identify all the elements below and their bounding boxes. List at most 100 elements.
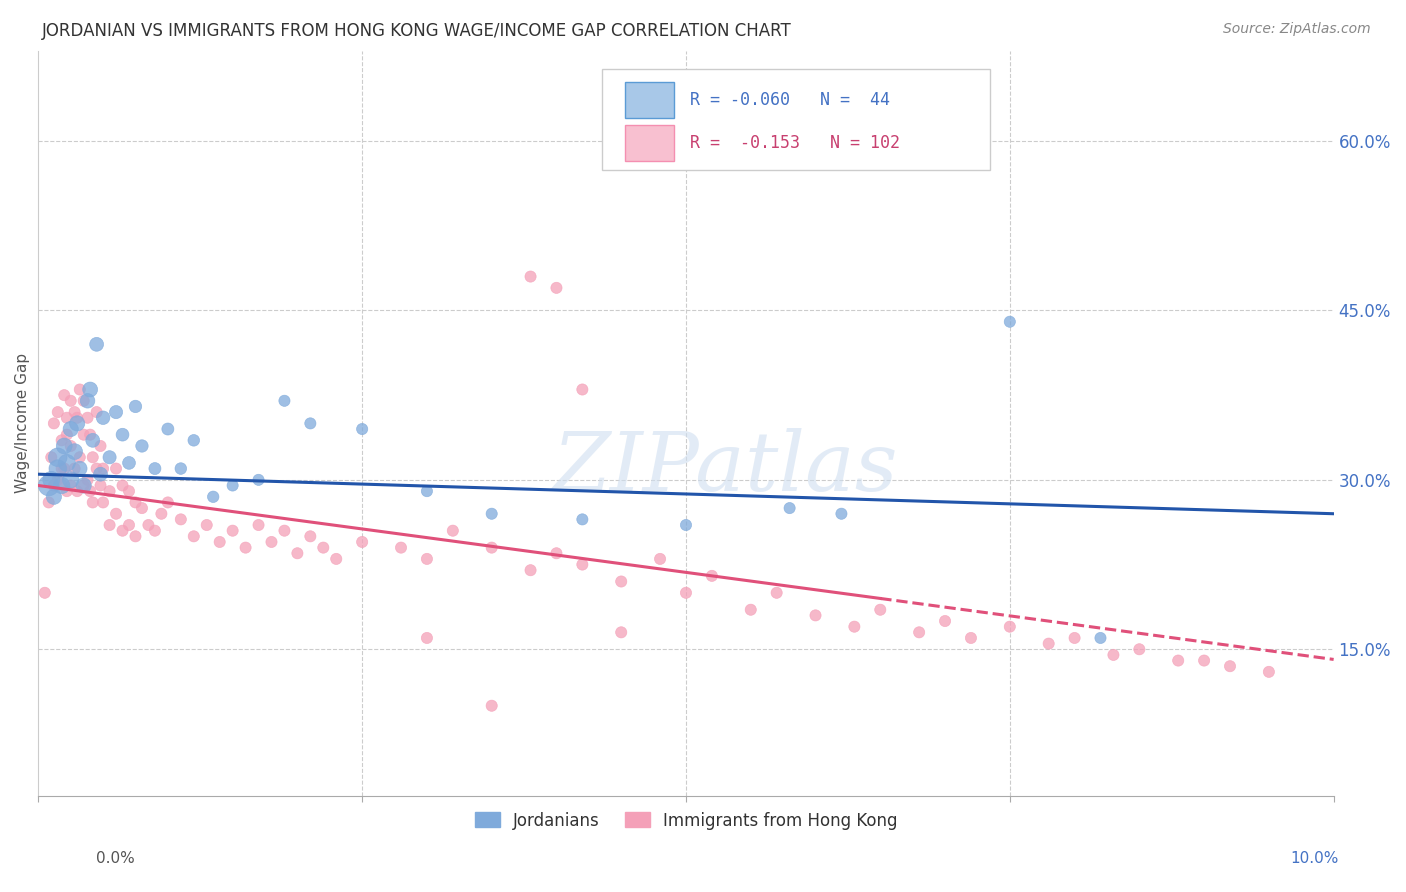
Point <box>66 417 89 431</box>
Point <box>56 456 79 470</box>
Point <box>1038 637 1060 651</box>
Y-axis label: Wage/Income Gap: Wage/Income Gap <box>15 353 30 493</box>
Point <box>156 495 179 509</box>
Point <box>700 569 723 583</box>
Point <box>38 478 60 492</box>
Point <box>46 461 69 475</box>
Text: JORDANIAN VS IMMIGRANTS FROM HONG KONG WAGE/INCOME GAP CORRELATION CHART: JORDANIAN VS IMMIGRANTS FROM HONG KONG W… <box>42 22 792 40</box>
Point <box>273 524 295 538</box>
Point <box>38 495 60 509</box>
Text: R =  -0.153   N = 102: R = -0.153 N = 102 <box>690 134 900 153</box>
Point <box>998 315 1021 329</box>
Point <box>69 383 91 397</box>
Point <box>73 478 96 492</box>
Point <box>934 614 956 628</box>
Point <box>53 388 76 402</box>
Point <box>63 405 86 419</box>
Point <box>76 393 98 408</box>
Point <box>76 473 98 487</box>
Point <box>56 427 79 442</box>
Point <box>143 461 166 475</box>
Point <box>89 467 111 482</box>
Point <box>105 461 128 475</box>
Point <box>170 512 193 526</box>
Point <box>998 620 1021 634</box>
Text: 0.0%: 0.0% <box>96 851 135 865</box>
Point <box>441 524 464 538</box>
Point <box>156 422 179 436</box>
Point <box>51 434 73 448</box>
Point <box>59 439 82 453</box>
Point <box>1192 654 1215 668</box>
Text: 10.0%: 10.0% <box>1291 851 1339 865</box>
Point <box>124 495 146 509</box>
Point <box>299 417 322 431</box>
Point <box>830 507 852 521</box>
Point <box>59 473 82 487</box>
Point <box>105 405 128 419</box>
Point <box>89 439 111 453</box>
Point <box>91 461 114 475</box>
Point <box>1128 642 1150 657</box>
Point <box>98 450 121 465</box>
Point <box>69 461 91 475</box>
Point <box>273 393 295 408</box>
Point <box>59 478 82 492</box>
Point <box>39 450 62 465</box>
Point <box>46 450 69 465</box>
Point <box>675 586 697 600</box>
Point <box>79 383 101 397</box>
Point <box>546 281 568 295</box>
Point <box>150 507 173 521</box>
Point <box>51 478 73 492</box>
Point <box>59 393 82 408</box>
Point <box>73 393 96 408</box>
Text: Source: ZipAtlas.com: Source: ZipAtlas.com <box>1223 22 1371 37</box>
Point <box>66 410 89 425</box>
Legend: Jordanians, Immigrants from Hong Kong: Jordanians, Immigrants from Hong Kong <box>468 805 904 836</box>
Point <box>221 524 243 538</box>
Point <box>299 529 322 543</box>
Point <box>571 512 593 526</box>
Point <box>76 410 98 425</box>
Point <box>118 456 141 470</box>
Point <box>34 586 56 600</box>
Point <box>56 484 79 499</box>
Point <box>111 524 134 538</box>
Point <box>247 473 270 487</box>
Point <box>247 518 270 533</box>
Point <box>519 563 541 577</box>
Point <box>546 546 568 560</box>
Point <box>610 625 633 640</box>
Point <box>53 461 76 475</box>
Point <box>844 620 866 634</box>
Point <box>51 478 73 492</box>
Point <box>98 518 121 533</box>
Bar <box>626 125 675 161</box>
Point <box>63 461 86 475</box>
Point <box>1257 665 1279 679</box>
Point <box>648 552 671 566</box>
Point <box>79 484 101 499</box>
Point <box>39 473 62 487</box>
Point <box>202 490 225 504</box>
Point <box>82 450 104 465</box>
Point <box>46 405 69 419</box>
Point <box>779 501 801 516</box>
Point <box>66 484 89 499</box>
Point <box>111 478 134 492</box>
Point <box>63 444 86 458</box>
Point <box>765 586 787 600</box>
Point <box>131 501 153 516</box>
Point <box>908 625 931 640</box>
Point <box>82 495 104 509</box>
Point <box>86 405 108 419</box>
Point <box>91 495 114 509</box>
Point <box>389 541 412 555</box>
Point <box>260 535 283 549</box>
Point <box>59 422 82 436</box>
Point <box>1219 659 1241 673</box>
Point <box>118 518 141 533</box>
Point <box>1063 631 1085 645</box>
Point <box>312 541 335 555</box>
